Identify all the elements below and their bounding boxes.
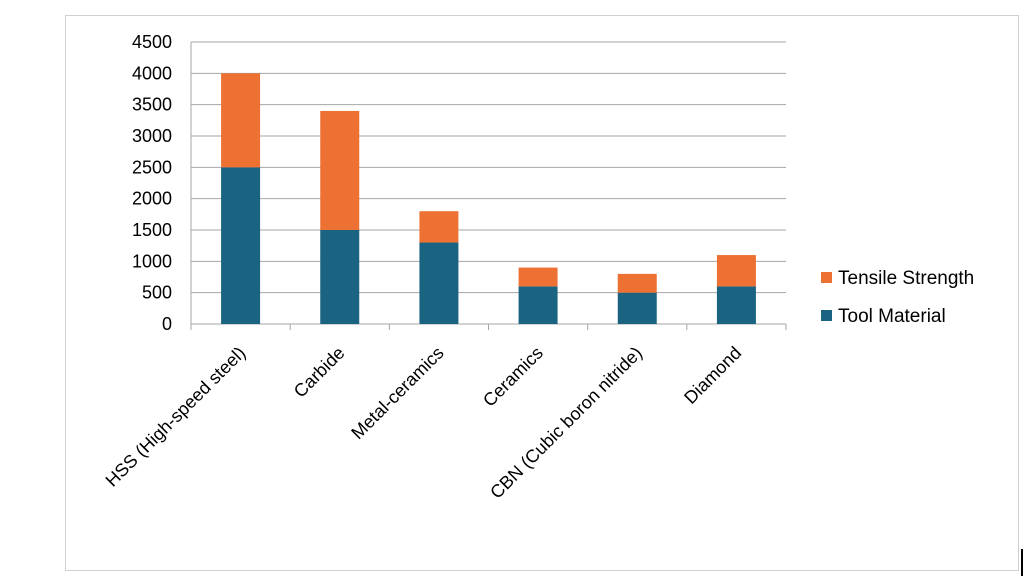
legend-label: Tool Material xyxy=(838,306,946,327)
gridlines xyxy=(191,41,786,294)
bars xyxy=(221,73,756,324)
bar-segment-tensile-strength xyxy=(617,273,657,293)
y-tick-label: 2500 xyxy=(132,157,172,177)
y-tick-label: 3500 xyxy=(132,95,172,115)
bar-segment-tensile-strength xyxy=(320,110,360,230)
y-tick-label: 500 xyxy=(142,283,172,303)
legend: Tensile Strength Tool Material xyxy=(821,268,974,327)
x-tick-label: Metal-ceramics xyxy=(347,343,447,443)
y-tick-label: 3000 xyxy=(132,126,172,146)
bar-segment-tensile-strength xyxy=(419,211,459,243)
text-cursor xyxy=(1021,549,1023,576)
x-tick-label: Carbide xyxy=(290,343,349,402)
bar-segment-tensile-strength xyxy=(716,255,756,287)
y-tick-label: 4500 xyxy=(132,32,172,52)
legend-label: Tensile Strength xyxy=(838,268,974,289)
y-tick-label: 2000 xyxy=(132,189,172,209)
y-tick-label: 4000 xyxy=(132,63,172,83)
x-tick-labels: HSS (High-speed steel) CarbideMetal-ceram… xyxy=(102,343,746,503)
bar-segment-tool-material xyxy=(419,242,459,324)
bar-segment-tool-material xyxy=(716,286,756,324)
y-tick-label: 1000 xyxy=(132,251,172,271)
y-tick-label: 1500 xyxy=(132,220,172,240)
bar-segment-tool-material xyxy=(320,230,360,324)
y-tick-label: 0 xyxy=(162,314,172,334)
bar-segment-tool-material xyxy=(221,167,261,324)
y-tick-labels: 0 500 1000 1500 2000 2500 3000 3500 4000 4500 xyxy=(132,32,172,334)
legend-swatch xyxy=(821,310,832,321)
bar-segment-tool-material xyxy=(617,292,657,324)
bar-segment-tensile-strength xyxy=(518,267,558,287)
x-tick-label: Ceramics xyxy=(479,343,547,411)
legend-swatch xyxy=(821,272,832,283)
x-tick-label: HSS (High-speed steel) xyxy=(102,343,250,491)
bar-segment-tool-material xyxy=(518,286,558,324)
bar-segment-tensile-strength xyxy=(221,73,261,168)
axes xyxy=(190,42,787,330)
x-tick-label: Diamond xyxy=(680,343,745,408)
